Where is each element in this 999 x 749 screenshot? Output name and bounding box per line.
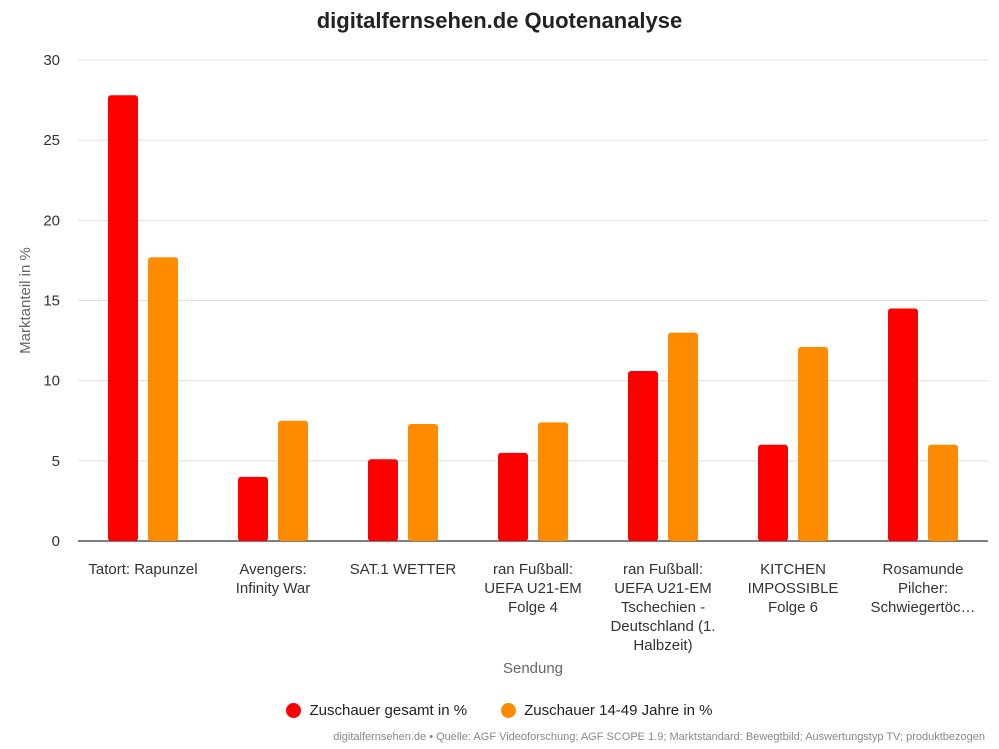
bar-14-49	[538, 422, 568, 541]
x-category-label-line: Folge 6	[768, 599, 818, 616]
x-category-label-line: SAT.1 WETTER	[350, 561, 457, 578]
y-tick-label: 5	[52, 453, 60, 470]
bar-total	[368, 459, 398, 541]
x-category-label-line: ran Fußball:	[623, 561, 703, 578]
x-category-label-line: Infinity War	[236, 580, 310, 597]
bar-total	[238, 476, 268, 541]
bar-total	[108, 95, 138, 542]
bar-14-49	[278, 420, 308, 541]
bar-total	[628, 371, 658, 541]
legend-label-total: Zuschauer gesamt in %	[309, 702, 468, 719]
y-tick-label: 30	[43, 52, 60, 69]
x-category-label-line: Tatort: Rapunzel	[88, 561, 197, 578]
x-category-label: ran Fußball: UEFA U21-EM Tschechien - Deuts…	[610, 561, 715, 654]
bar-14-49	[148, 257, 178, 541]
y-tick-label: 25	[43, 132, 60, 149]
bar-total	[888, 308, 918, 541]
y-tick-label: 15	[43, 293, 60, 310]
y-tick-label: 0	[52, 533, 60, 550]
legend-swatch-total	[286, 703, 302, 718]
bar-total	[498, 452, 528, 541]
x-category-label-line: Deutschland (1.	[610, 618, 715, 635]
source-note: digitalfernsehen.de • Quelle: AGF Videof…	[333, 731, 985, 743]
x-category-label-line: Pilcher:	[898, 580, 948, 597]
x-category-label-line: KITCHEN	[760, 561, 826, 578]
y-axis-title: Marktanteil in %	[17, 247, 34, 354]
x-category-label: Tatort: Rapunzel	[88, 561, 197, 578]
legend: Zuschauer gesamt in % Zuschauer 14-49 Ja…	[0, 702, 999, 719]
y-tick-label: 20	[43, 212, 60, 229]
x-axis-title: Sendung	[503, 660, 563, 677]
x-category-label-line: Rosamunde	[883, 561, 964, 578]
chart-title: digitalfernsehen.de Quotenanalyse	[316, 8, 683, 33]
x-category-label: Avengers: Infinity War	[236, 561, 310, 597]
x-category-label-line: Folge 4	[508, 599, 558, 616]
legend-swatch-14-49	[501, 703, 517, 718]
bar-total	[758, 444, 788, 541]
legend-item-total[interactable]: Zuschauer gesamt in %	[286, 702, 467, 719]
bar-14-49	[798, 346, 828, 541]
x-category-label-line: Schwiegertöc…	[870, 599, 975, 616]
x-category-label: SAT.1 WETTER	[350, 561, 457, 578]
y-tick-label: 10	[43, 373, 60, 390]
x-category-label-line: UEFA U21-EM	[614, 580, 712, 597]
bar-14-49	[408, 423, 438, 541]
x-category-label-line: IMPOSSIBLE	[748, 580, 839, 597]
legend-label-14-49: Zuschauer 14-49 Jahre in %	[524, 702, 713, 719]
x-category-label-line: Tschechien -	[621, 599, 705, 616]
x-category-label-line: ran Fußball:	[493, 561, 573, 578]
x-category-label: KITCHEN IMPOSSIBLE Folge 6	[748, 561, 839, 616]
x-category-label-line: UEFA U21-EM	[484, 580, 582, 597]
legend-item-14-49[interactable]: Zuschauer 14-49 Jahre in %	[501, 702, 713, 719]
x-category-label-line: Avengers:	[239, 561, 306, 578]
x-category-label-line: Halbzeit)	[633, 637, 692, 654]
bar-14-49	[928, 444, 958, 541]
bar-14-49	[668, 332, 698, 541]
x-category-label: ran Fußball: UEFA U21-EM Folge 4	[484, 561, 582, 616]
x-category-label: Rosamunde Pilcher: Schwiegertöc…	[870, 561, 975, 616]
